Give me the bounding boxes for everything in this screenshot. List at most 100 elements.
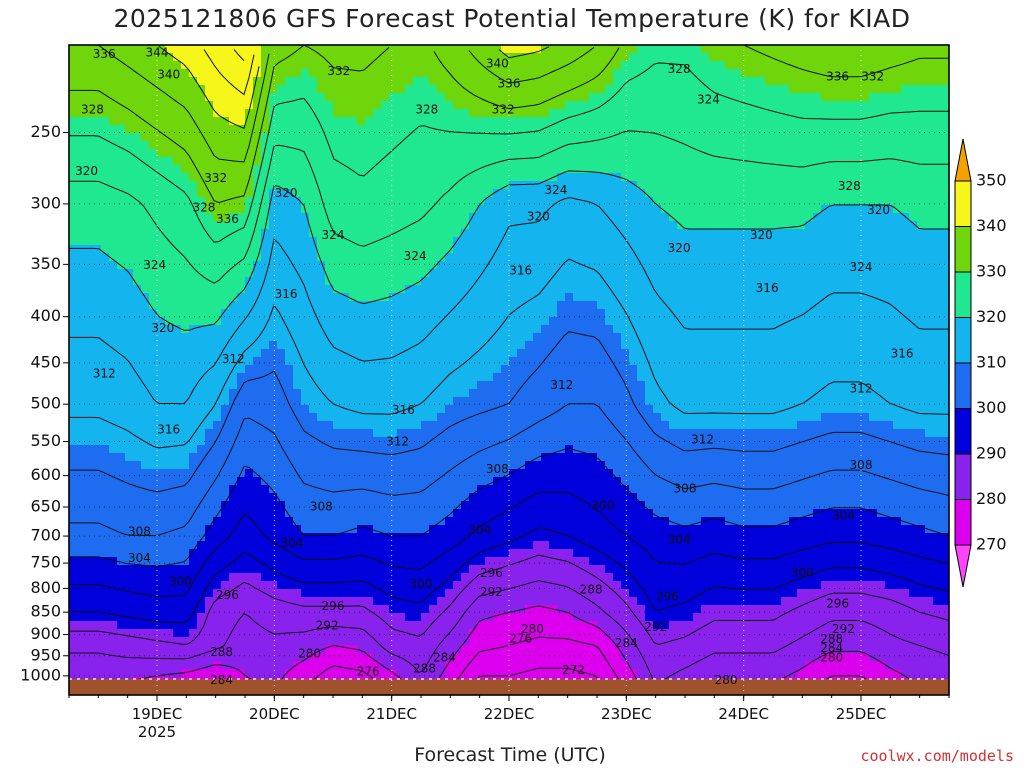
contour-316 — [69, 197, 949, 405]
contour-label: 320 — [275, 186, 298, 200]
contour-label: 320 — [668, 241, 691, 255]
contour-332 — [433, 47, 620, 110]
contour-300 — [69, 447, 949, 567]
x-tick-label: 22DEC — [484, 705, 535, 723]
colorbar-band — [954, 138, 972, 182]
x-tick-label: 19DEC — [132, 705, 183, 723]
contour-label: 300 — [410, 577, 433, 591]
y-tick-label: 850 — [30, 602, 61, 621]
contour-label: 316 — [392, 403, 415, 417]
contour-label: 316 — [891, 347, 914, 361]
contour-label: 276 — [357, 664, 380, 678]
contour-label: 288 — [210, 645, 233, 659]
contour-label: 280 — [298, 647, 321, 661]
contour-label: 308 — [486, 462, 509, 476]
y-tick-label: 650 — [30, 497, 61, 516]
contour-label: 340 — [486, 57, 509, 71]
contour-328 — [69, 62, 949, 243]
contour-label: 324 — [544, 183, 567, 197]
colorbar-band — [954, 499, 972, 546]
contour-label: 296 — [480, 566, 503, 580]
contour-label: 288 — [413, 662, 436, 676]
y-tick-label: 750 — [30, 553, 61, 572]
contour-336 — [69, 45, 270, 163]
contour-label: 288 — [820, 632, 843, 646]
contour-label: 344 — [146, 45, 169, 59]
colorbar-band — [954, 226, 972, 273]
contour-label: 336 — [93, 47, 116, 61]
contour-label: 316 — [509, 264, 532, 278]
contour-label: 304 — [668, 532, 691, 546]
chart-title: 2025121806 GFS Forecast Potential Temper… — [113, 4, 911, 33]
contour-label: 316 — [157, 422, 180, 436]
contour-296 — [69, 491, 949, 598]
contour-label: 328 — [838, 179, 861, 193]
ground-band — [69, 678, 949, 695]
y-tick-label: 300 — [30, 193, 61, 212]
contour-label: 312 — [550, 378, 573, 392]
contour-label: 316 — [275, 287, 298, 301]
contour-label: 328 — [415, 102, 438, 116]
colorbar-tick-label: 290 — [976, 444, 1007, 463]
contour-348 — [233, 49, 245, 62]
colorbar-band — [954, 180, 972, 227]
y-tick-label: 1000 — [20, 665, 61, 684]
contour-label: 304 — [280, 536, 303, 550]
contour-label: 324 — [322, 228, 345, 242]
contour-label: 316 — [756, 281, 779, 295]
contour-324 — [69, 130, 949, 284]
contour-label: 336 — [498, 77, 521, 91]
contour-label: 312 — [93, 367, 116, 381]
contour-332 — [69, 45, 390, 204]
contour-label: 324 — [143, 258, 166, 272]
contour-label: 280 — [820, 651, 843, 665]
contour-label: 332 — [327, 64, 350, 78]
contour-label: 308 — [850, 458, 873, 472]
contour-label: 328 — [81, 102, 104, 116]
contour-276 — [448, 636, 625, 694]
contour-label: 296 — [656, 590, 679, 604]
contour-320 — [69, 170, 949, 331]
contour-label: 296 — [216, 588, 239, 602]
contour-label: 280 — [521, 622, 544, 636]
y-tick-label: 950 — [30, 645, 61, 664]
colorbar-tick-label: 270 — [976, 535, 1007, 554]
x-tick-label: 24DEC — [718, 705, 769, 723]
contour-label: 300 — [591, 498, 614, 512]
colorbar-band — [954, 408, 972, 455]
contour-label: 304 — [832, 508, 855, 522]
colorbar-band — [954, 271, 972, 318]
contour-label: 332 — [204, 171, 227, 185]
contour-label: 304 — [468, 523, 491, 537]
x-tick-sublabel: 2025 — [138, 723, 176, 741]
y-axis: 250 300 350 400 450 500 550 600 650 700 750 800 850 9… — [20, 122, 69, 684]
y-tick-label: 550 — [30, 431, 61, 450]
contour-label: 276 — [509, 631, 532, 645]
contour-label: 320 — [151, 321, 174, 335]
contour-label: 328 — [192, 200, 215, 214]
contour-304 — [69, 403, 949, 537]
theta-field — [69, 45, 949, 695]
contour-340 — [158, 45, 260, 129]
colorbar-tick-label: 320 — [976, 307, 1007, 326]
contour-label: 312 — [222, 352, 245, 366]
contour-label: 332 — [861, 69, 884, 83]
credit-link[interactable]: coolwx.com/models — [860, 747, 1014, 765]
colorbar: 270 280 290 300 310 320 330 340 350 — [954, 138, 1007, 588]
contour-label: 272 — [562, 663, 585, 677]
y-tick-label: 500 — [30, 394, 61, 413]
contour-label: 312 — [691, 433, 714, 447]
colorbar-tick-label: 280 — [976, 489, 1007, 508]
contour-label: 292 — [480, 585, 503, 599]
contour-label: 324 — [404, 249, 427, 263]
x-axis-label: Forecast Time (UTC) — [414, 744, 606, 766]
colorbar-tick-label: 330 — [976, 262, 1007, 281]
colorbar-band — [954, 544, 972, 588]
contour-label: 320 — [750, 228, 773, 242]
contour-label: 284 — [615, 636, 638, 650]
colorbar-tick-label: 340 — [976, 216, 1007, 235]
x-tick-label: 23DEC — [601, 705, 652, 723]
